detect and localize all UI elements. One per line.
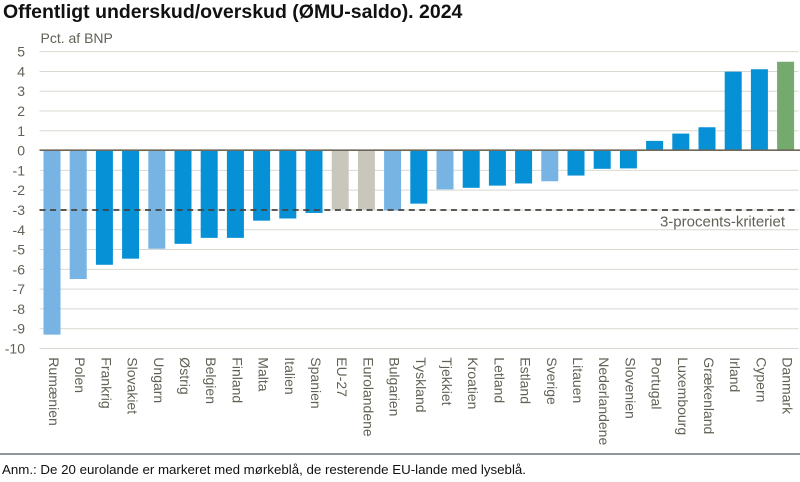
svg-text:Irland: Irland [727,357,743,392]
svg-text:Offentligt underskud/overskud: Offentligt underskud/overskud (ØMU-saldo… [3,1,463,23]
svg-text:Nederlandene: Nederlandene [596,357,612,445]
svg-text:Tjekkiet: Tjekkiet [439,357,455,405]
svg-text:5: 5 [17,44,25,60]
svg-text:Danmark: Danmark [780,357,796,415]
svg-text:-1: -1 [13,162,26,178]
svg-text:Luxembourg: Luxembourg [675,357,691,435]
svg-text:Sverige: Sverige [544,357,560,405]
svg-text:Slovakiet: Slovakiet [125,357,141,414]
svg-text:Estland: Estland [518,357,534,404]
svg-text:-9: -9 [13,321,26,337]
svg-text:Anm.: De 20 eurolande er marke: Anm.: De 20 eurolande er markeret med mø… [2,462,526,477]
svg-text:Tyskland: Tyskland [413,357,429,412]
svg-text:Letland: Letland [491,357,507,403]
svg-text:Italien: Italien [282,357,298,394]
svg-text:EU-27: EU-27 [334,357,350,397]
svg-text:4: 4 [17,63,25,79]
svg-text:Malta: Malta [256,357,272,391]
svg-text:Frankrig: Frankrig [98,357,114,408]
svg-text:Slovenien: Slovenien [622,357,638,419]
svg-text:Pct. af BNP: Pct. af BNP [41,30,113,46]
svg-text:Spanien: Spanien [308,357,324,408]
svg-text:Østrig: Østrig [177,357,193,394]
svg-text:Grækenland: Grækenland [701,357,717,434]
svg-text:-2: -2 [13,182,26,198]
svg-text:Ungarn: Ungarn [151,357,167,403]
svg-text:2: 2 [17,103,25,119]
svg-text:3: 3 [17,83,25,99]
svg-text:Portugal: Portugal [649,357,665,409]
svg-text:1: 1 [17,123,25,139]
svg-text:-4: -4 [13,222,26,238]
svg-text:-6: -6 [13,261,26,277]
svg-text:-10: -10 [5,341,25,357]
svg-text:Polen: Polen [72,357,88,393]
svg-text:Cypern: Cypern [753,357,769,402]
svg-text:-3: -3 [13,202,26,218]
svg-text:-7: -7 [13,281,26,297]
svg-text:Kroatien: Kroatien [465,357,481,409]
svg-text:0: 0 [17,143,25,159]
svg-text:-5: -5 [13,242,26,258]
svg-text:-8: -8 [13,301,26,317]
svg-text:Litauen: Litauen [570,357,586,403]
svg-text:Eurolandene: Eurolandene [360,357,376,437]
svg-text:3-procents-kriteriet: 3-procents-kriteriet [660,213,786,230]
svg-text:Bulgarien: Bulgarien [387,357,403,416]
svg-text:Rumænien: Rumænien [46,357,62,425]
svg-text:Belgien: Belgien [203,357,219,404]
svg-text:Finland: Finland [229,357,245,403]
